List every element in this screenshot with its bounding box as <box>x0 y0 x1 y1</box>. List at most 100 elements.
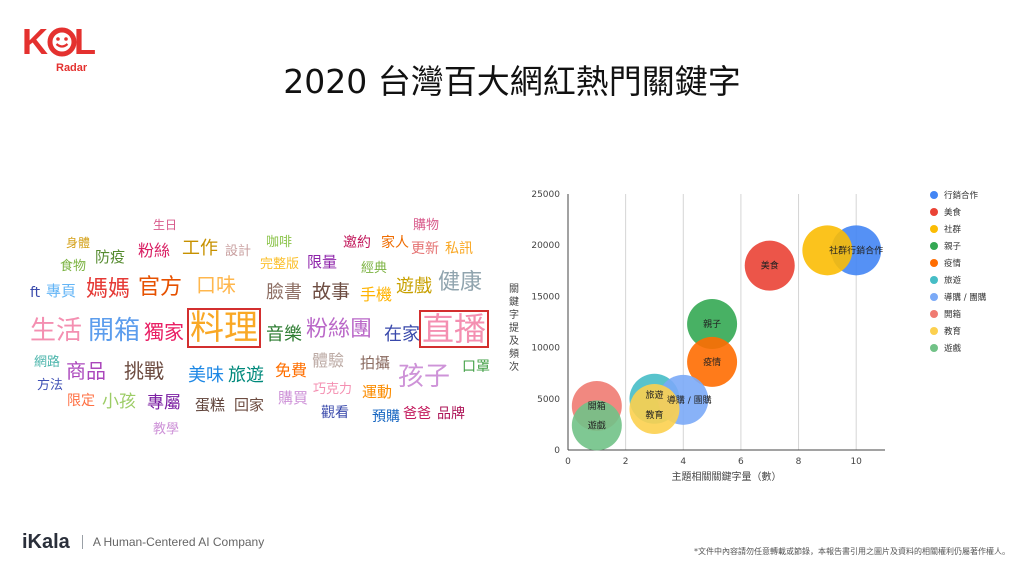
y-axis-label-char: 次 <box>509 360 519 373</box>
brand-divider <box>81 535 83 549</box>
word-cloud-keyword: 購買 <box>278 389 309 407</box>
word-cloud-keyword: 美味 <box>188 365 224 386</box>
y-tick-label: 15000 <box>531 292 560 302</box>
keyword-word-cloud: 生日 購物 身體 粉絲 工作 設計 咖啡 邀約 家人 食物 防疫 完整版 限量 經典 更新 私訊 ft 專頁 媽媽官… <box>20 205 500 455</box>
word-cloud-keyword: 媽媽 <box>86 277 131 302</box>
bubble-data-label: 開箱 <box>588 400 606 412</box>
y-axis-label-char: 提 <box>509 322 519 334</box>
word-cloud-keyword: 經典 <box>361 261 388 276</box>
word-cloud-keyword: 挑戰 <box>124 359 164 383</box>
word-cloud-keyword: 健康 <box>438 270 483 295</box>
logo-letter: O <box>47 21 74 62</box>
keyword-bubble-chart: 0 2 4 6 8 10 0 5000 10000 15000 20000 25000 主題相關關鍵字量… <box>500 180 1020 490</box>
copyright-disclaimer: *文件中內容請勿任意轉載或節錄，本報告書引用之圖片及資料的相關權利仍屬著作權人。 <box>694 547 1010 556</box>
legend-swatch <box>930 242 938 250</box>
legend-entry: 教育 <box>944 326 961 337</box>
y-axis-label-char: 關 <box>509 283 519 295</box>
word-cloud-keyword: 臉書 <box>266 282 302 303</box>
word-cloud-keyword: 家人 <box>381 235 409 251</box>
y-axis-label-char: 鍵 <box>509 295 519 308</box>
word-cloud-keyword: 免費 <box>275 361 308 380</box>
word-cloud-keyword: 手機 <box>360 285 393 304</box>
word-cloud-keyword: 設計 <box>225 244 252 259</box>
word-cloud-keyword: ft <box>30 285 41 301</box>
word-cloud-keyword: 身體 <box>66 236 91 250</box>
ikala-logo: iKala <box>22 531 70 553</box>
word-cloud-keyword: 開箱 <box>88 316 141 346</box>
bubble-data-label: 親子 <box>703 318 721 330</box>
legend-entry: 親子 <box>944 241 962 252</box>
word-cloud-keyword: 官方 <box>138 275 183 300</box>
legend-swatch <box>930 327 938 335</box>
bubble-point <box>744 240 795 291</box>
word-cloud-keyword: 限定 <box>67 393 95 409</box>
word-cloud-keyword: 專屬 <box>147 393 181 413</box>
x-tick-label: 0 <box>565 457 571 467</box>
word-cloud-keyword: 教學 <box>153 422 180 437</box>
y-axis-label-char: 及 <box>509 335 519 347</box>
word-cloud-keyword: 直播 <box>418 310 490 348</box>
legend-entry: 社群 <box>944 224 962 235</box>
bubble-point <box>687 299 738 350</box>
word-cloud-keyword: 獨家 <box>144 320 184 344</box>
logo-word: KOL <box>22 21 96 62</box>
logo-letter: L <box>74 21 96 62</box>
word-cloud-keyword: 防疫 <box>95 248 126 266</box>
word-cloud-keyword: 小孩 <box>102 392 136 412</box>
word-cloud-keyword: 故事 <box>312 281 351 303</box>
word-cloud-keyword: 口味 <box>196 273 236 297</box>
word-cloud-keyword: 商品 <box>66 359 106 383</box>
bubble-data-label: 教育 <box>645 409 663 421</box>
word-cloud-keyword: 觀看 <box>321 405 349 421</box>
word-cloud-keyword: 蛋糕 <box>195 396 226 414</box>
x-tick-label: 4 <box>680 457 686 467</box>
legend-entry: 旅遊 <box>944 275 962 286</box>
word-cloud-keyword: 料理 <box>187 308 261 348</box>
legend-entry: 美食 <box>944 207 962 218</box>
bubble-point <box>571 400 622 451</box>
legend-entry: 行銷合作 <box>944 190 979 201</box>
legend-swatch <box>930 259 938 267</box>
word-cloud-keyword: 品牌 <box>437 406 465 422</box>
word-cloud-keyword: 孩子 <box>398 362 451 392</box>
word-cloud-keyword: 限量 <box>307 253 338 271</box>
word-cloud-keyword: 粉絲團 <box>306 317 373 342</box>
word-cloud-keyword: 預購 <box>372 409 400 425</box>
word-cloud-keyword: 私訊 <box>445 241 473 257</box>
y-axis-label-char: 頻 <box>509 347 519 360</box>
legend-swatch <box>930 276 938 284</box>
word-cloud-keyword: 回家 <box>234 396 265 414</box>
bubble-chart-svg: 0 2 4 6 8 10 0 5000 10000 15000 20000 25000 主題相關關鍵字量… <box>509 190 987 483</box>
y-axis-label: 關鍵字提及頻次 <box>509 283 519 373</box>
y-tick-label: 20000 <box>531 241 560 251</box>
x-tick-label: 2 <box>623 457 629 467</box>
brand-tagline: A Human-Centered AI Company <box>92 535 265 549</box>
word-cloud-keyword: 音樂 <box>266 324 302 345</box>
word-cloud-keyword: 邀約 <box>343 235 371 251</box>
y-axis-label-char: 字 <box>509 308 519 321</box>
y-tick-label: 0 <box>554 446 560 456</box>
bubble-point <box>629 384 680 435</box>
word-cloud-keyword: 旅遊 <box>228 365 264 386</box>
legend-swatch <box>930 310 938 318</box>
legend-swatch <box>930 293 938 301</box>
page-title: 2020 台灣百大網紅熱門關鍵字 <box>283 62 741 101</box>
word-cloud-keyword: 運動 <box>362 383 393 401</box>
word-cloud-keyword: 專頁 <box>46 282 77 300</box>
legend-entry: 導購 / 團購 <box>944 292 987 303</box>
legend-entry: 疫情 <box>944 258 962 269</box>
bubble-data-label: 社群行銷合作 <box>829 244 883 256</box>
bubble-data-label: 遊戲 <box>588 419 606 431</box>
word-cloud-keyword: 咖啡 <box>266 235 293 250</box>
word-cloud-keyword: 爸爸 <box>403 406 431 422</box>
word-cloud-keyword: 完整版 <box>260 257 300 272</box>
word-cloud-keyword: 更新 <box>411 241 439 257</box>
legend-entry: 遊戲 <box>944 343 962 354</box>
word-cloud-keyword: 在家 <box>384 324 420 345</box>
logo-letter: K <box>22 21 48 62</box>
x-tick-label: 10 <box>850 457 862 467</box>
word-cloud-keyword: 粉絲 <box>138 241 171 260</box>
word-cloud-keyword: 生日 <box>153 218 178 232</box>
word-cloud-keyword: 體驗 <box>312 351 345 370</box>
bubble-data-label: 旅遊 <box>645 389 663 401</box>
